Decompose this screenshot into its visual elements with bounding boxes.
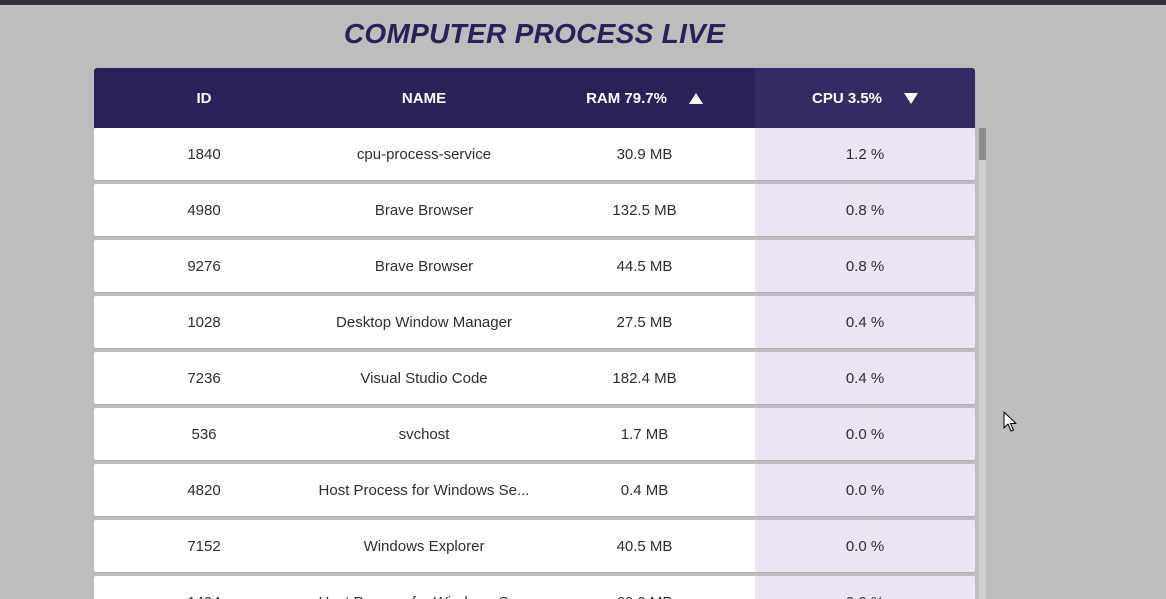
table-row[interactable]: 536 svchost 1.7 MB 0.0 %: [94, 408, 975, 460]
scrollbar-track[interactable]: [979, 128, 986, 599]
cell-ram: 0.4 MB: [620, 481, 669, 499]
cell-id: 1028: [187, 313, 221, 331]
cell-name: Host Process for Windows Se...: [314, 576, 534, 599]
cell-ram: 1.7 MB: [620, 425, 669, 443]
cell-name: Host Process for Windows Se...: [318, 481, 530, 499]
cell-name: Windows Explorer: [363, 537, 485, 555]
cell-cpu: 0.4 %: [755, 352, 975, 404]
cell-name: cpu-process-service: [356, 145, 492, 163]
cell-name: Brave Browser: [374, 201, 474, 219]
cell-id: 9276: [187, 257, 221, 275]
cell-name: Brave Browser: [374, 257, 474, 275]
table-row[interactable]: 1028 Desktop Window Manager 27.5 MB 0.4 %: [94, 296, 975, 348]
column-header-ram[interactable]: RAM 79.7%: [534, 68, 755, 128]
column-header-cpu[interactable]: CPU 3.5%: [755, 68, 975, 128]
cell-ram: 40.5 MB: [616, 537, 673, 555]
cell-cpu: 0.0 %: [755, 464, 975, 516]
cell-ram: 27.5 MB: [616, 313, 673, 331]
page-title: COMPUTER PROCESS LIVE: [343, 18, 726, 49]
column-header-id[interactable]: ID: [94, 68, 314, 128]
table-header: ID NAME RAM 79.7% CPU 3.5%: [94, 68, 975, 128]
cell-name: svchost: [398, 425, 450, 443]
cell-id: 4820: [187, 481, 221, 499]
table-body: 1840 cpu-process-service 30.9 MB 1.2 % 4980 B…: [94, 128, 975, 599]
cell-id: 7236: [187, 369, 221, 387]
cell-cpu: 0.8 %: [755, 240, 975, 292]
window-top-strip: [0, 0, 1166, 5]
column-header-cpu-label: CPU 3.5%: [811, 89, 883, 107]
column-header-name[interactable]: NAME: [314, 68, 534, 128]
arrow-up-icon[interactable]: [688, 92, 703, 104]
cell-ram: 60.0 MB: [534, 576, 755, 599]
table-row[interactable]: 9276 Brave Browser 44.5 MB 0.8 %: [94, 240, 975, 292]
mouse-cursor-icon: [1003, 411, 1017, 432]
scrollbar-thumb[interactable]: [979, 128, 986, 160]
cell-ram: 30.9 MB: [616, 145, 673, 163]
table-row[interactable]: 1840 cpu-process-service 30.9 MB 1.2 %: [94, 128, 975, 180]
cell-cpu: 0.8 %: [755, 184, 975, 236]
cell-cpu: 0.0 %: [755, 520, 975, 572]
cell-id: 536: [191, 425, 217, 443]
cell-ram: 182.4 MB: [612, 369, 677, 387]
cell-cpu: 0.0 %: [755, 576, 975, 599]
cell-cpu: 1.2 %: [755, 128, 975, 180]
table-row[interactable]: 7152 Windows Explorer 40.5 MB 0.0 %: [94, 520, 975, 572]
column-header-name-label: NAME: [401, 89, 447, 107]
table-row[interactable]: 7236 Visual Studio Code 182.4 MB 0.4 %: [94, 352, 975, 404]
table-row[interactable]: 4980 Brave Browser 132.5 MB 0.8 %: [94, 184, 975, 236]
process-table: ID NAME RAM 79.7% CPU 3.5% 1840 cpu-proce…: [94, 68, 975, 599]
arrow-down-icon[interactable]: [904, 92, 919, 104]
column-header-ram-label: RAM 79.7%: [586, 89, 667, 107]
cell-id: 4980: [187, 201, 221, 219]
cell-cpu: 0.4 %: [755, 296, 975, 348]
cell-ram: 44.5 MB: [616, 257, 673, 275]
column-header-id-label: ID: [196, 89, 212, 107]
cell-cpu: 0.0 %: [755, 408, 975, 460]
cell-ram: 132.5 MB: [612, 201, 677, 219]
cell-name: Visual Studio Code: [360, 369, 488, 387]
cell-id: 7152: [187, 537, 221, 555]
table-row[interactable]: 4820 Host Process for Windows Se... 0.4 MB…: [94, 464, 975, 516]
cell-id: 1840: [187, 145, 221, 163]
cell-name: Desktop Window Manager: [336, 313, 512, 331]
table-row[interactable]: 1404Host Process for Windows Se...60.0 M…: [94, 576, 975, 599]
cell-id: 1404: [94, 576, 314, 599]
